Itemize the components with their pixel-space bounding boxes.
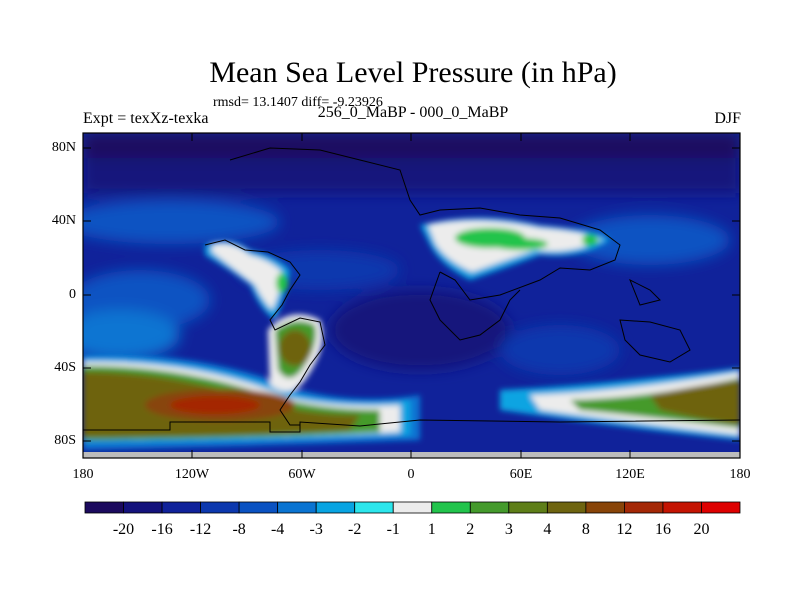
colorbar-label: -20 xyxy=(112,521,135,538)
colorbar-label: 3 xyxy=(504,521,513,538)
colorbar-swatch xyxy=(546,501,587,514)
lat-label-80s: 80S xyxy=(54,433,76,448)
colorbar-label: 4 xyxy=(543,521,552,538)
lat-label-80n: 80N xyxy=(51,140,76,155)
colorbar-label: 12 xyxy=(616,521,633,538)
colorbar-swatch xyxy=(354,501,394,514)
colorbar-swatch xyxy=(585,501,625,514)
colorbar-swatch xyxy=(238,501,279,514)
lon-label-60e: 60E xyxy=(509,467,533,482)
colorbar-label: 2 xyxy=(466,521,475,538)
colorbar-label: -4 xyxy=(270,521,285,538)
map-subtitle: 256_0_MaBP - 000_0_MaBP xyxy=(317,104,509,121)
colorbar-label: -16 xyxy=(151,521,173,538)
colorbar-swatch xyxy=(392,501,433,514)
lon-label-0: 0 xyxy=(407,467,415,482)
rmsd-stats: rmsd= 13.1407 diff= -9.23926 xyxy=(213,95,383,110)
colorbar-swatch xyxy=(161,501,201,514)
coastlines xyxy=(83,147,740,433)
colorbar-label: -8 xyxy=(232,521,246,538)
lon-label-60w: 60W xyxy=(288,467,316,482)
colorbar-label: -1 xyxy=(386,521,400,538)
season-label: DJF xyxy=(714,110,741,127)
colorbar-label: -2 xyxy=(348,521,362,538)
colorbar-swatch xyxy=(431,501,471,514)
colorbar-label: 8 xyxy=(581,521,590,538)
experiment-label: Expt = texXz-texka xyxy=(83,110,209,127)
colorbar-label: 1 xyxy=(427,521,436,538)
colorbar-swatch xyxy=(662,501,702,514)
colorbar-swatch xyxy=(200,501,240,514)
lat-label-40n: 40N xyxy=(51,213,76,228)
lon-label-120e: 120E xyxy=(615,467,645,482)
colorbar-label: 20 xyxy=(693,521,710,538)
colorbar xyxy=(84,501,741,514)
lon-label-180w: 180 xyxy=(72,467,94,482)
colorbar-label: -12 xyxy=(189,521,212,538)
colorbar-swatch xyxy=(84,501,124,514)
colorbar-swatch xyxy=(624,501,664,514)
map-title: Mean Sea Level Pressure (in hPa) xyxy=(209,56,617,89)
colorbar-swatch xyxy=(123,501,163,514)
colorbar-swatch xyxy=(469,501,510,514)
lat-label-40s: 40S xyxy=(54,360,76,375)
lon-label-120w: 120W xyxy=(174,467,210,482)
colorbar-swatch xyxy=(508,501,548,514)
colorbar-label: 16 xyxy=(654,521,671,538)
colorbar-swatch xyxy=(701,501,741,514)
map-field xyxy=(83,133,740,458)
lat-label-0: 0 xyxy=(69,287,76,302)
colorbar-swatch xyxy=(277,501,317,514)
colorbar-swatch xyxy=(315,501,356,514)
lon-label-180e: 180 xyxy=(729,467,751,482)
colorbar-label: -3 xyxy=(309,521,323,538)
